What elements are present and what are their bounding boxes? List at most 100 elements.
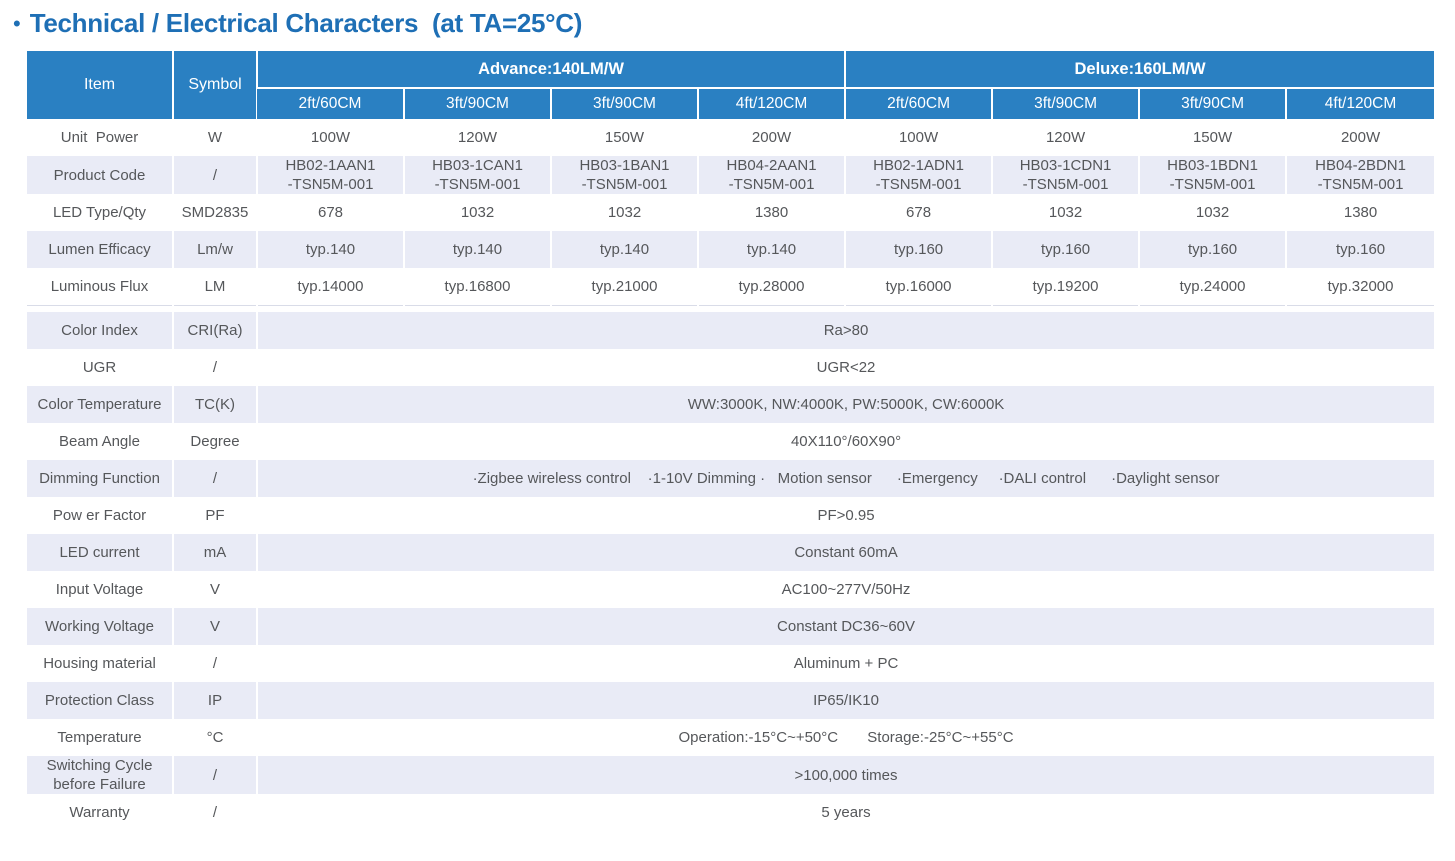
symbol-value: /	[172, 460, 257, 498]
item-label: Product Code	[27, 156, 173, 195]
column-header-size: 3ft/90CM	[991, 88, 1140, 120]
spec-table-body: Unit Power W 100W 120W 150W 200W 100W 120W 150W 2…	[27, 119, 1435, 832]
symbol-value: mA	[172, 534, 257, 572]
item-label: Luminous Flux	[27, 268, 173, 306]
item-label: Lumen Efficacy	[27, 231, 173, 269]
item-label: Protection Class	[27, 682, 173, 720]
symbol-value: Lm/w	[172, 231, 257, 269]
symbol-value: /	[172, 645, 257, 683]
symbol-value: CRI(Ra)	[172, 312, 257, 350]
spec-value: typ.28000	[696, 268, 846, 306]
table-row: Warranty/5 years	[27, 794, 1435, 832]
spec-value: 1032	[991, 194, 1140, 232]
item-label: UGR	[27, 349, 173, 387]
spec-table-header: Item Symbol Advance:140LM/W Deluxe:160LM…	[27, 51, 1435, 120]
symbol-value: °C	[172, 719, 257, 757]
spec-value-span: PF>0.95	[255, 497, 1435, 535]
spec-value: HB04-2BDN1 -TSN5M-001	[1285, 156, 1435, 195]
item-label: Working Voltage	[27, 608, 173, 646]
spec-value: typ.160	[1285, 231, 1435, 269]
column-header-item: Item	[27, 51, 173, 120]
column-header-size: 2ft/60CM	[844, 88, 993, 120]
spec-value: typ.16000	[844, 268, 993, 306]
spec-value-span: WW:3000K, NW:4000K, PW:5000K, CW:6000K	[255, 386, 1435, 424]
spec-value-span: >100,000 times	[255, 756, 1435, 795]
symbol-value: IP	[172, 682, 257, 720]
item-label: Input Voltage	[27, 571, 173, 609]
spec-value: 1032	[403, 194, 551, 232]
spec-value-span: ·Zigbee wireless control ·1-10V Dimming …	[255, 460, 1435, 498]
table-row: LED Type/Qty SMD2835 678 1032 1032 1380 678 103…	[27, 194, 1435, 232]
table-row: Temperature °C Operation:-15°C~+50°C Stora…	[27, 719, 1435, 757]
bullet-icon: •	[13, 10, 21, 36]
spec-value: 120W	[991, 119, 1140, 157]
table-row: Color Index CRI(Ra) Ra>80	[27, 312, 1435, 350]
spec-value: 678	[256, 194, 404, 232]
spec-value: typ.21000	[550, 268, 698, 306]
spec-value: typ.160	[991, 231, 1140, 269]
column-group-deluxe: Deluxe:160LM/W	[844, 51, 1435, 90]
spec-value: typ.160	[844, 231, 993, 269]
item-label: Housing material	[27, 645, 173, 683]
symbol-value: /	[172, 156, 257, 195]
symbol-value: PF	[172, 497, 257, 535]
spec-value: 150W	[1138, 119, 1287, 157]
item-label: Switching Cycle before Failure	[27, 756, 173, 795]
spec-value: 120W	[403, 119, 551, 157]
spec-value: HB02-1ADN1 -TSN5M-001	[844, 156, 993, 195]
spec-value-span: Aluminum + PC	[255, 645, 1435, 683]
table-row: Housing material / Aluminum + PC	[27, 645, 1435, 683]
spec-value: typ.140	[256, 231, 404, 269]
item-label: Temperature	[27, 719, 173, 757]
spec-value-span: 40X110°/60X90°	[255, 423, 1435, 461]
symbol-value: V	[172, 571, 257, 609]
column-header-size: 3ft/90CM	[550, 88, 698, 120]
table-row: Product Code / HB02-1AAN1 -TSN5M-001 HB03-1…	[27, 156, 1435, 195]
section-divider	[27, 305, 1435, 313]
column-group-advance: Advance:140LM/W	[255, 51, 846, 90]
item-label: Dimming Function	[27, 460, 173, 498]
page-title: Technical / Electrical Characters (at TA…	[29, 8, 583, 38]
item-label: Color Index	[27, 312, 173, 350]
table-row: UGR / UGR<22	[27, 349, 1435, 387]
spec-value: typ.19200	[991, 268, 1140, 306]
table-row: Lumen Efficacy Lm/w typ.140 typ.140 typ.140 t…	[27, 231, 1435, 269]
column-header-size: 4ft/120CM	[1285, 88, 1435, 120]
symbol-value: W	[172, 119, 257, 157]
spec-value: typ.14000	[256, 268, 404, 306]
spec-table: Item Symbol Advance:140LM/W Deluxe:160LM…	[27, 51, 1435, 832]
item-label: Color Temperature	[27, 386, 173, 424]
spec-value-span: UGR<22	[255, 349, 1435, 387]
item-label: Beam Angle	[27, 423, 173, 461]
column-header-size: 3ft/90CM	[403, 88, 551, 120]
symbol-value: Degree	[172, 423, 257, 461]
symbol-value: /	[172, 349, 257, 387]
spec-value: typ.16800	[403, 268, 551, 306]
table-row: Color Temperature TC(K) WW:3000K, NW:4000K…	[27, 386, 1435, 424]
spec-value: typ.32000	[1285, 268, 1435, 306]
table-row: Pow er Factor PF PF>0.95	[27, 497, 1435, 535]
column-header-size: 2ft/60CM	[257, 88, 404, 120]
item-label: Pow er Factor	[27, 497, 173, 535]
symbol-value: /	[172, 794, 257, 832]
spec-value: typ.140	[403, 231, 551, 269]
spec-value: HB02-1AAN1 -TSN5M-001	[256, 156, 404, 195]
spec-value-span: AC100~277V/50Hz	[255, 571, 1435, 609]
spec-value: 200W	[1285, 119, 1435, 157]
spec-value-span: 5 years	[255, 794, 1435, 832]
item-label: Warranty	[27, 794, 173, 832]
table-row: Luminous Flux LM typ.14000 typ.16800 typ.210…	[27, 268, 1435, 306]
spec-value: 150W	[550, 119, 698, 157]
column-header-size: 4ft/120CM	[696, 88, 846, 120]
table-row: Unit Power W 100W 120W 150W 200W 100W 120W 150W 2…	[27, 119, 1435, 157]
spec-value: HB03-1BDN1 -TSN5M-001	[1138, 156, 1287, 195]
symbol-value: SMD2835	[172, 194, 257, 232]
item-label: LED current	[27, 534, 173, 572]
table-row: Switching Cycle before Failure / >100,000 …	[27, 756, 1435, 795]
spec-value: typ.140	[550, 231, 698, 269]
spec-value: 1032	[550, 194, 698, 232]
spec-value: typ.160	[1138, 231, 1287, 269]
item-label: LED Type/Qty	[27, 194, 173, 232]
symbol-value: V	[172, 608, 257, 646]
spec-value: HB03-1BAN1 -TSN5M-001	[550, 156, 698, 195]
